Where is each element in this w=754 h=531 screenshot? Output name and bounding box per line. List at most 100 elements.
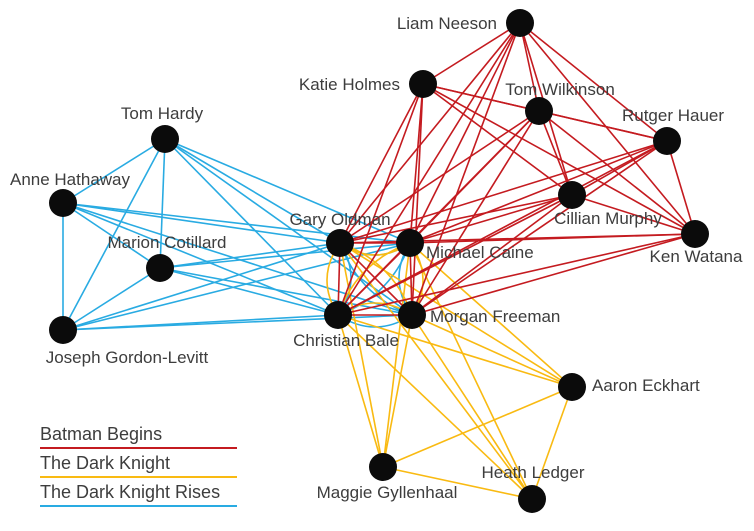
edge-ken-watana-christian-bale: [337, 233, 696, 316]
actor-label-ken-watana: Ken Watana: [650, 247, 743, 266]
edge-cillian-murphy-ken-watana: [571, 194, 696, 235]
edge-cillian-murphy-christian-bale: [337, 194, 573, 316]
legend-label-the-dark-knight-rises: The Dark Knight Rises: [40, 482, 221, 502]
actor-label-marion-cotillard: Marion Cotillard: [107, 233, 226, 252]
edge-tom-wilkinson-ken-watana: [538, 110, 696, 235]
actor-label-joseph-gordon-levitt: Joseph Gordon-Levitt: [46, 348, 209, 367]
edge-christian-bale-heath-ledger: [337, 314, 533, 500]
edge-katie-holmes-cillian-murphy: [422, 83, 573, 196]
legend-line-the-dark-knight-rises: [40, 505, 237, 507]
actor-node-cillian-murphy: [558, 181, 586, 209]
edge-joseph-gordon-levitt-marion-cotillard: [62, 267, 161, 331]
edge-cillian-murphy-michael-caine: [409, 194, 573, 244]
actor-node-tom-wilkinson: [525, 97, 553, 125]
edge-aaron-eckhart-gary-oldman: [339, 242, 573, 388]
actor-node-aaron-eckhart: [558, 373, 586, 401]
edge-heath-ledger-gary-oldman: [339, 242, 533, 500]
edge-liam-neeson-morgan-freeman: [411, 22, 521, 316]
actor-node-heath-ledger: [518, 485, 546, 513]
legend-item-batman-begins: Batman Begins: [40, 424, 240, 449]
actor-label-katie-holmes: Katie Holmes: [299, 75, 400, 94]
actor-node-joseph-gordon-levitt: [49, 316, 77, 344]
legend-item-the-dark-knight-rises: The Dark Knight Rises: [40, 482, 240, 507]
edge-christian-bale-tom-hardy: [164, 138, 339, 316]
actor-label-tom-wilkinson: Tom Wilkinson: [505, 80, 615, 99]
actor-label-christian-bale: Christian Bale: [293, 331, 399, 350]
edge-rutger-hauer-morgan-freeman: [411, 140, 668, 316]
edge-aaron-eckhart-michael-caine: [409, 242, 573, 388]
actor-label-cillian-murphy: Cillian Murphy: [554, 209, 662, 228]
actor-node-gary-oldman: [326, 229, 354, 257]
edge-michael-caine-maggie-gyllenhaal: [382, 242, 411, 468]
edge-marion-cotillard-gary-oldman: [159, 242, 341, 269]
actor-label-tom-hardy: Tom Hardy: [121, 104, 204, 123]
actor-label-anne-hathaway: Anne Hathaway: [10, 170, 131, 189]
actor-node-liam-neeson: [506, 9, 534, 37]
edge-rutger-hauer-gary-oldman: [339, 140, 668, 244]
edge-liam-neeson-michael-caine: [409, 22, 521, 244]
edge-liam-neeson-gary-oldman: [339, 22, 521, 244]
actor-label-aaron-eckhart: Aaron Eckhart: [592, 376, 700, 395]
legend-label-the-dark-knight: The Dark Knight: [40, 453, 171, 473]
edge-katie-holmes-christian-bale: [337, 83, 424, 316]
actor-label-heath-ledger: Heath Ledger: [481, 463, 584, 482]
edge-aaron-eckhart-morgan-freeman: [411, 314, 573, 388]
edge-rutger-hauer-michael-caine: [409, 140, 668, 244]
edge-heath-ledger-michael-caine: [409, 242, 533, 500]
edge-katie-holmes-gary-oldman: [339, 83, 424, 244]
edge-liam-neeson-christian-bale: [337, 22, 521, 316]
edge-marion-cotillard-morgan-freeman: [159, 267, 413, 316]
edge-liam-neeson-ken-watana: [519, 22, 696, 235]
actor-node-morgan-freeman: [398, 301, 426, 329]
legend-label-batman-begins: Batman Begins: [40, 424, 163, 444]
actor-node-maggie-gyllenhaal: [369, 453, 397, 481]
actor-label-gary-oldman: Gary Oldman: [289, 210, 390, 229]
edge-tom-hardy-gary-oldman: [164, 138, 341, 244]
edge-ken-watana-morgan-freeman: [411, 233, 696, 316]
edge-liam-neeson-rutger-hauer: [519, 22, 668, 142]
actor-node-ken-watana: [681, 220, 709, 248]
actor-label-michael-caine: Michael Caine: [426, 243, 534, 262]
edge-christian-bale-anne-hathaway: [62, 202, 339, 316]
actor-label-rutger-hauer: Rutger Hauer: [622, 106, 724, 125]
edge-maggie-gyllenhaal-morgan-freeman: [382, 314, 413, 468]
edge-maggie-gyllenhaal-gary-oldman: [339, 242, 384, 468]
edge-heath-ledger-morgan-freeman: [411, 314, 533, 500]
edge-heath-ledger-aaron-eckhart: [531, 386, 573, 500]
edge-cillian-murphy-morgan-freeman: [411, 194, 573, 316]
edge-katie-holmes-ken-watana: [422, 83, 696, 235]
actor-node-anne-hathaway: [49, 189, 77, 217]
edge-tom-hardy-marion-cotillard: [159, 138, 166, 269]
actor-node-christian-bale: [324, 301, 352, 329]
edge-tom-wilkinson-rutger-hauer: [538, 110, 668, 142]
edge-anne-hathaway-gary-oldman: [62, 202, 341, 244]
actor-node-michael-caine: [396, 229, 424, 257]
actor-node-katie-holmes: [409, 70, 437, 98]
edge-aaron-eckhart-maggie-gyllenhaal: [382, 386, 573, 468]
actor-label-maggie-gyllenhaal: Maggie Gyllenhaal: [317, 483, 458, 502]
actor-node-tom-hardy: [151, 125, 179, 153]
edge-christian-bale-marion-cotillard: [159, 267, 339, 316]
actor-node-marion-cotillard: [146, 254, 174, 282]
edge-katie-holmes-morgan-freeman: [411, 83, 424, 316]
actor-label-morgan-freeman: Morgan Freeman: [430, 307, 560, 326]
edge-christian-bale-maggie-gyllenhaal: [337, 314, 384, 468]
edge-ken-watana-michael-caine: [409, 233, 696, 244]
edge-cillian-murphy-gary-oldman: [339, 194, 573, 244]
edge-tom-wilkinson-morgan-freeman: [411, 110, 540, 316]
edge-tom-hardy-joseph-gordon-levitt: [62, 138, 166, 331]
edge-christian-bale-aaron-eckhart: [337, 314, 573, 388]
actor-label-liam-neeson: Liam Neeson: [397, 14, 497, 33]
legend-line-batman-begins: [40, 447, 237, 449]
legend-item-the-dark-knight: The Dark Knight: [40, 453, 240, 478]
legend-line-the-dark-knight: [40, 476, 237, 478]
edge-tom-hardy-michael-caine: [164, 138, 411, 244]
actor-node-rutger-hauer: [653, 127, 681, 155]
edge-tom-wilkinson-gary-oldman: [339, 110, 540, 244]
edge-heath-ledger-maggie-gyllenhaal: [382, 466, 533, 500]
legend: Batman Begins The Dark Knight The Dark K…: [40, 424, 240, 511]
edge-joseph-gordon-levitt-morgan-freeman: [62, 314, 413, 331]
edge-marion-cotillard-michael-caine: [159, 242, 411, 269]
